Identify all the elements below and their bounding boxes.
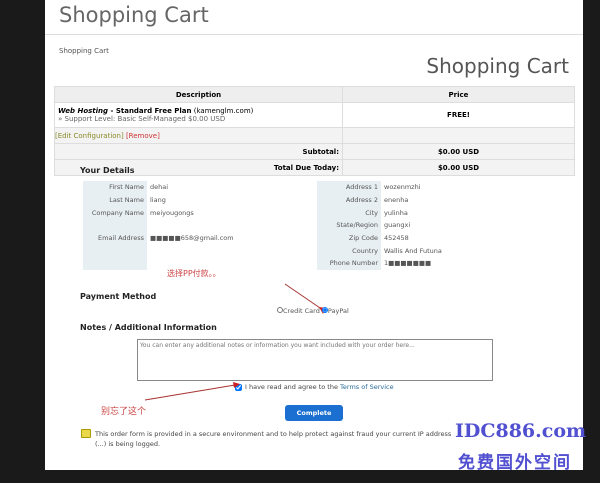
detail-label: Country [317, 244, 381, 258]
credit-card-label: Credit Card [283, 307, 320, 315]
detail-value: yulinha [384, 208, 408, 217]
detail-label: City [317, 206, 381, 220]
payment-method-title: Payment Method [80, 292, 157, 301]
detail-label: First Name [83, 181, 147, 194]
detail-value [147, 219, 237, 232]
annotation-dont-forget: 别忘了这个 [101, 407, 147, 417]
table-row: Web Hosting - Standard Free Plan (kameng… [54, 102, 575, 128]
notes-title: Notes / Additional Information [80, 323, 217, 332]
tos-text: I have read and agree to the [245, 383, 341, 391]
detail-label [83, 244, 147, 258]
cart-panel: Shopping Cart Shopping Cart Shopping Car… [45, 0, 583, 470]
detail-label: Last Name [83, 193, 147, 207]
detail-value: dehai [150, 183, 169, 192]
breadcrumb[interactable]: Shopping Cart [59, 47, 109, 55]
detail-label: Address 1 [317, 181, 381, 194]
item-option: » Support Level: Basic Self-Managed $0.0… [58, 115, 226, 123]
detail-label [83, 257, 147, 270]
detail-value: liang [150, 196, 166, 205]
detail-value: wozenmzhi [384, 183, 421, 192]
detail-value: guangxi [384, 221, 411, 230]
lock-icon [81, 429, 91, 438]
detail-label: State/Region [317, 219, 381, 232]
paypal-radio[interactable] [321, 307, 328, 313]
detail-row: First Name dehai [83, 181, 237, 194]
detail-label: Phone Number [317, 257, 381, 270]
detail-row: Email Address ■■■■■658@gmail.com [83, 231, 237, 245]
plan-name: - Standard Free Plan [108, 107, 192, 115]
cart-table: Description Price Web Hosting - Standard … [54, 86, 575, 176]
page-title: Shopping Cart [59, 3, 209, 27]
details-left: First Name dehai Last Name liang Company Nam… [83, 181, 237, 270]
annotation-arrow [144, 382, 240, 401]
detail-value: Wallis And Futuna [384, 246, 442, 255]
annotation-choose-paypal: 选择PP付款。。 [167, 269, 221, 278]
item-price: FREE! [342, 102, 575, 128]
detail-label [83, 219, 147, 232]
detail-label: Email Address [83, 231, 147, 245]
paypal-label: PayPal [327, 307, 349, 315]
detail-row [83, 244, 237, 258]
detail-row: State/Region guangxi [317, 219, 445, 232]
col-description: Description [54, 86, 343, 103]
detail-row: Zip Code 452458 [317, 231, 445, 245]
terms-of-service-link[interactable]: Terms of Service [340, 383, 394, 391]
section-heading: Shopping Cart [426, 54, 569, 78]
divider [45, 34, 583, 35]
detail-row: Country Wallis And Futuna [317, 244, 445, 258]
watermark-logo-subtitle: 免费国外空间 [458, 453, 572, 473]
detail-row [83, 257, 237, 270]
credit-card-radio[interactable] [277, 307, 283, 313]
notes-textarea[interactable] [137, 339, 493, 381]
col-price: Price [342, 86, 575, 103]
detail-row: City yulinha [317, 206, 445, 220]
remove-link[interactable]: [Remove] [125, 131, 160, 140]
detail-row: Address 1 wozenmzhi [317, 181, 445, 194]
complete-order-button[interactable]: Complete Order [285, 405, 343, 433]
detail-label: Zip Code [317, 231, 381, 245]
detail-row [83, 219, 237, 232]
total-label: Total Due Today: [54, 159, 343, 176]
domain: (kamenglm.com) [191, 107, 254, 115]
security-note: This order form is provided in a secure … [95, 430, 452, 448]
watermark-logo: IDC886.com [455, 420, 587, 442]
subtotal-label: Subtotal: [54, 143, 343, 160]
payment-options: Credit Card PayPal [277, 307, 349, 315]
tos-checkbox[interactable] [235, 383, 242, 391]
detail-value: ■■■■■658@gmail.com [150, 234, 234, 243]
detail-value [147, 244, 237, 257]
edit-configuration-link[interactable]: [Edit Configuration] [55, 131, 124, 140]
detail-value: 452458 [384, 234, 409, 243]
detail-row: Address 2 enenha [317, 193, 445, 207]
product-name: Web Hosting [58, 107, 109, 115]
detail-row: Company Name meiyougongs [83, 206, 237, 220]
your-details-title: Your Details [80, 166, 135, 175]
total-value: $0.00 USD [342, 159, 575, 176]
detail-label: Company Name [83, 206, 147, 220]
tos-row: I have read and agree to the Terms of Se… [235, 383, 394, 391]
details-right: Address 1 wozenmzhi Address 2 enenha City yul… [317, 181, 445, 270]
detail-row: Phone Number 1■■■■■■■ [317, 257, 445, 270]
subtotal-value: $0.00 USD [342, 143, 575, 160]
detail-value: meiyougongs [150, 208, 194, 217]
detail-value: 1■■■■■■■ [384, 259, 432, 268]
detail-value: enenha [384, 196, 409, 205]
detail-label: Address 2 [317, 193, 381, 207]
detail-row: Last Name liang [83, 193, 237, 207]
